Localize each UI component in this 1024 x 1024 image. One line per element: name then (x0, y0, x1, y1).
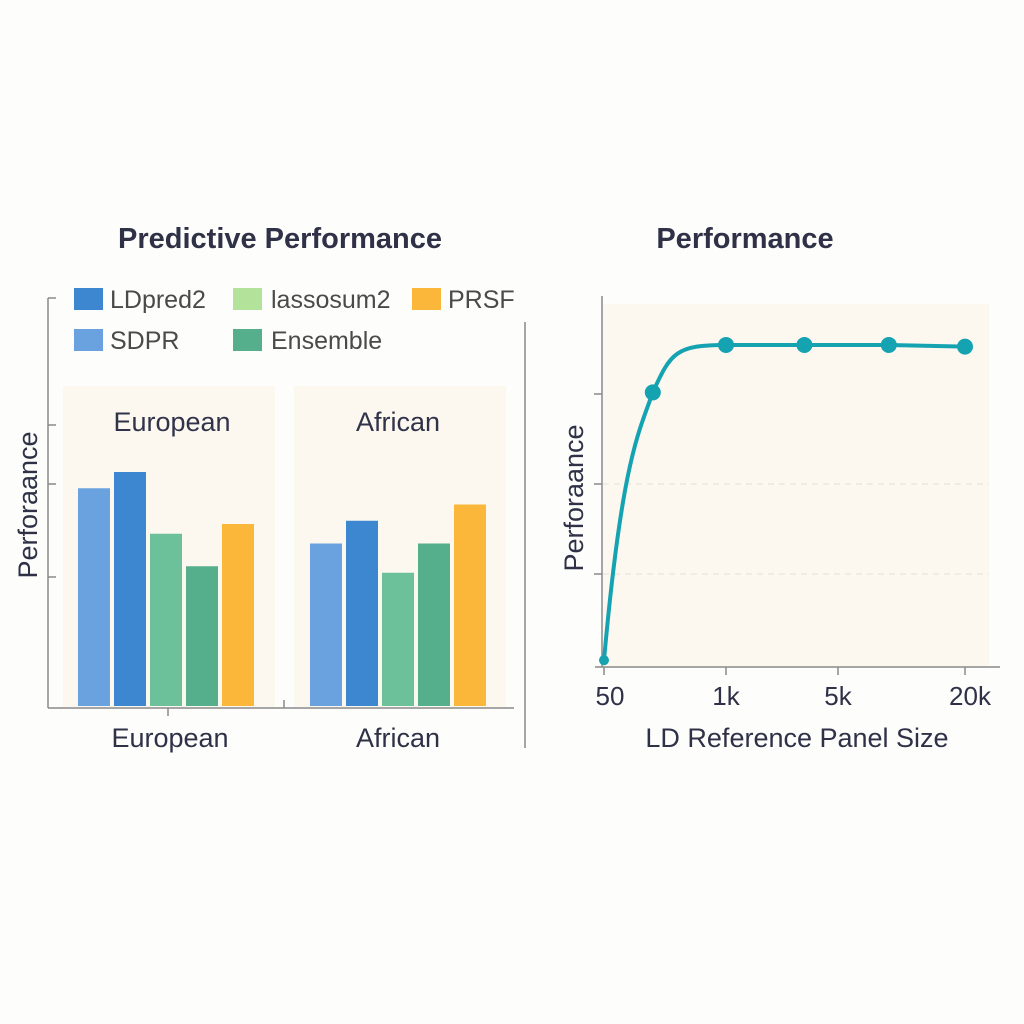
line-point (644, 384, 661, 401)
x-tick-label-20k: 20k (949, 681, 992, 711)
line-point (880, 336, 897, 353)
bar-y-axis-title: Perforaance (13, 431, 43, 578)
african-panel-title: African (356, 407, 440, 437)
category-label-european: European (111, 723, 228, 753)
line-chart: Performance 50 1k 5k 20k Perforaance LD Ref… (559, 223, 1000, 753)
bar-chart-title: Predictive Performance (118, 223, 442, 255)
legend-swatch-prsf (412, 288, 441, 310)
line-plot-bg (603, 304, 989, 667)
legend-label-ldpred2: LDpred2 (110, 286, 206, 314)
legend-swatch-lassosum2 (233, 288, 262, 310)
line-chart-title: Performance (656, 223, 833, 255)
bar-ldpred2-african (346, 520, 378, 706)
line-y-axis-title: Perforaance (559, 424, 589, 571)
bar-group (78, 472, 486, 706)
x-tick-label-5k: 5k (824, 681, 852, 711)
bar-sdpr-african (310, 543, 342, 706)
legend-swatch-ldpred2 (74, 288, 103, 310)
bar-ldpred2-european (114, 472, 146, 706)
bar-lassosum2-african (382, 572, 414, 706)
legend-swatch-ensemble (233, 329, 262, 351)
line-x-axis-title: LD Reference Panel Size (645, 723, 948, 753)
bar-lassosum2-european (150, 533, 182, 706)
bar-sdpr-european (78, 488, 110, 706)
legend-label-ensemble: Ensemble (271, 327, 382, 355)
x-tick-label-50: 50 (596, 681, 625, 711)
legend-label-prsf: PRSF (448, 286, 515, 314)
bar-prsf-african (454, 504, 486, 706)
x-tick-label-1k: 1k (712, 681, 740, 711)
bar-chart: Predictive Performance European African … (13, 223, 526, 753)
line-point (718, 336, 734, 353)
series-points (599, 336, 973, 666)
line-point (796, 336, 813, 353)
line-point (599, 655, 609, 666)
european-panel-title: European (113, 407, 230, 437)
legend-swatch-sdpr (74, 329, 103, 351)
legend: LDpred2 lassosum2 PRSF SDPR Ensemble (74, 286, 515, 355)
legend-label-lassosum2: lassosum2 (271, 286, 391, 314)
line-x-ticks: 50 1k 5k 20k (596, 667, 992, 711)
bar-ensemble-european (186, 566, 218, 706)
category-label-african: African (356, 723, 440, 753)
line-point (957, 338, 973, 355)
bar-ensemble-african (418, 543, 450, 706)
bar-prsf-european (222, 524, 254, 706)
legend-label-sdpr: SDPR (110, 327, 179, 355)
